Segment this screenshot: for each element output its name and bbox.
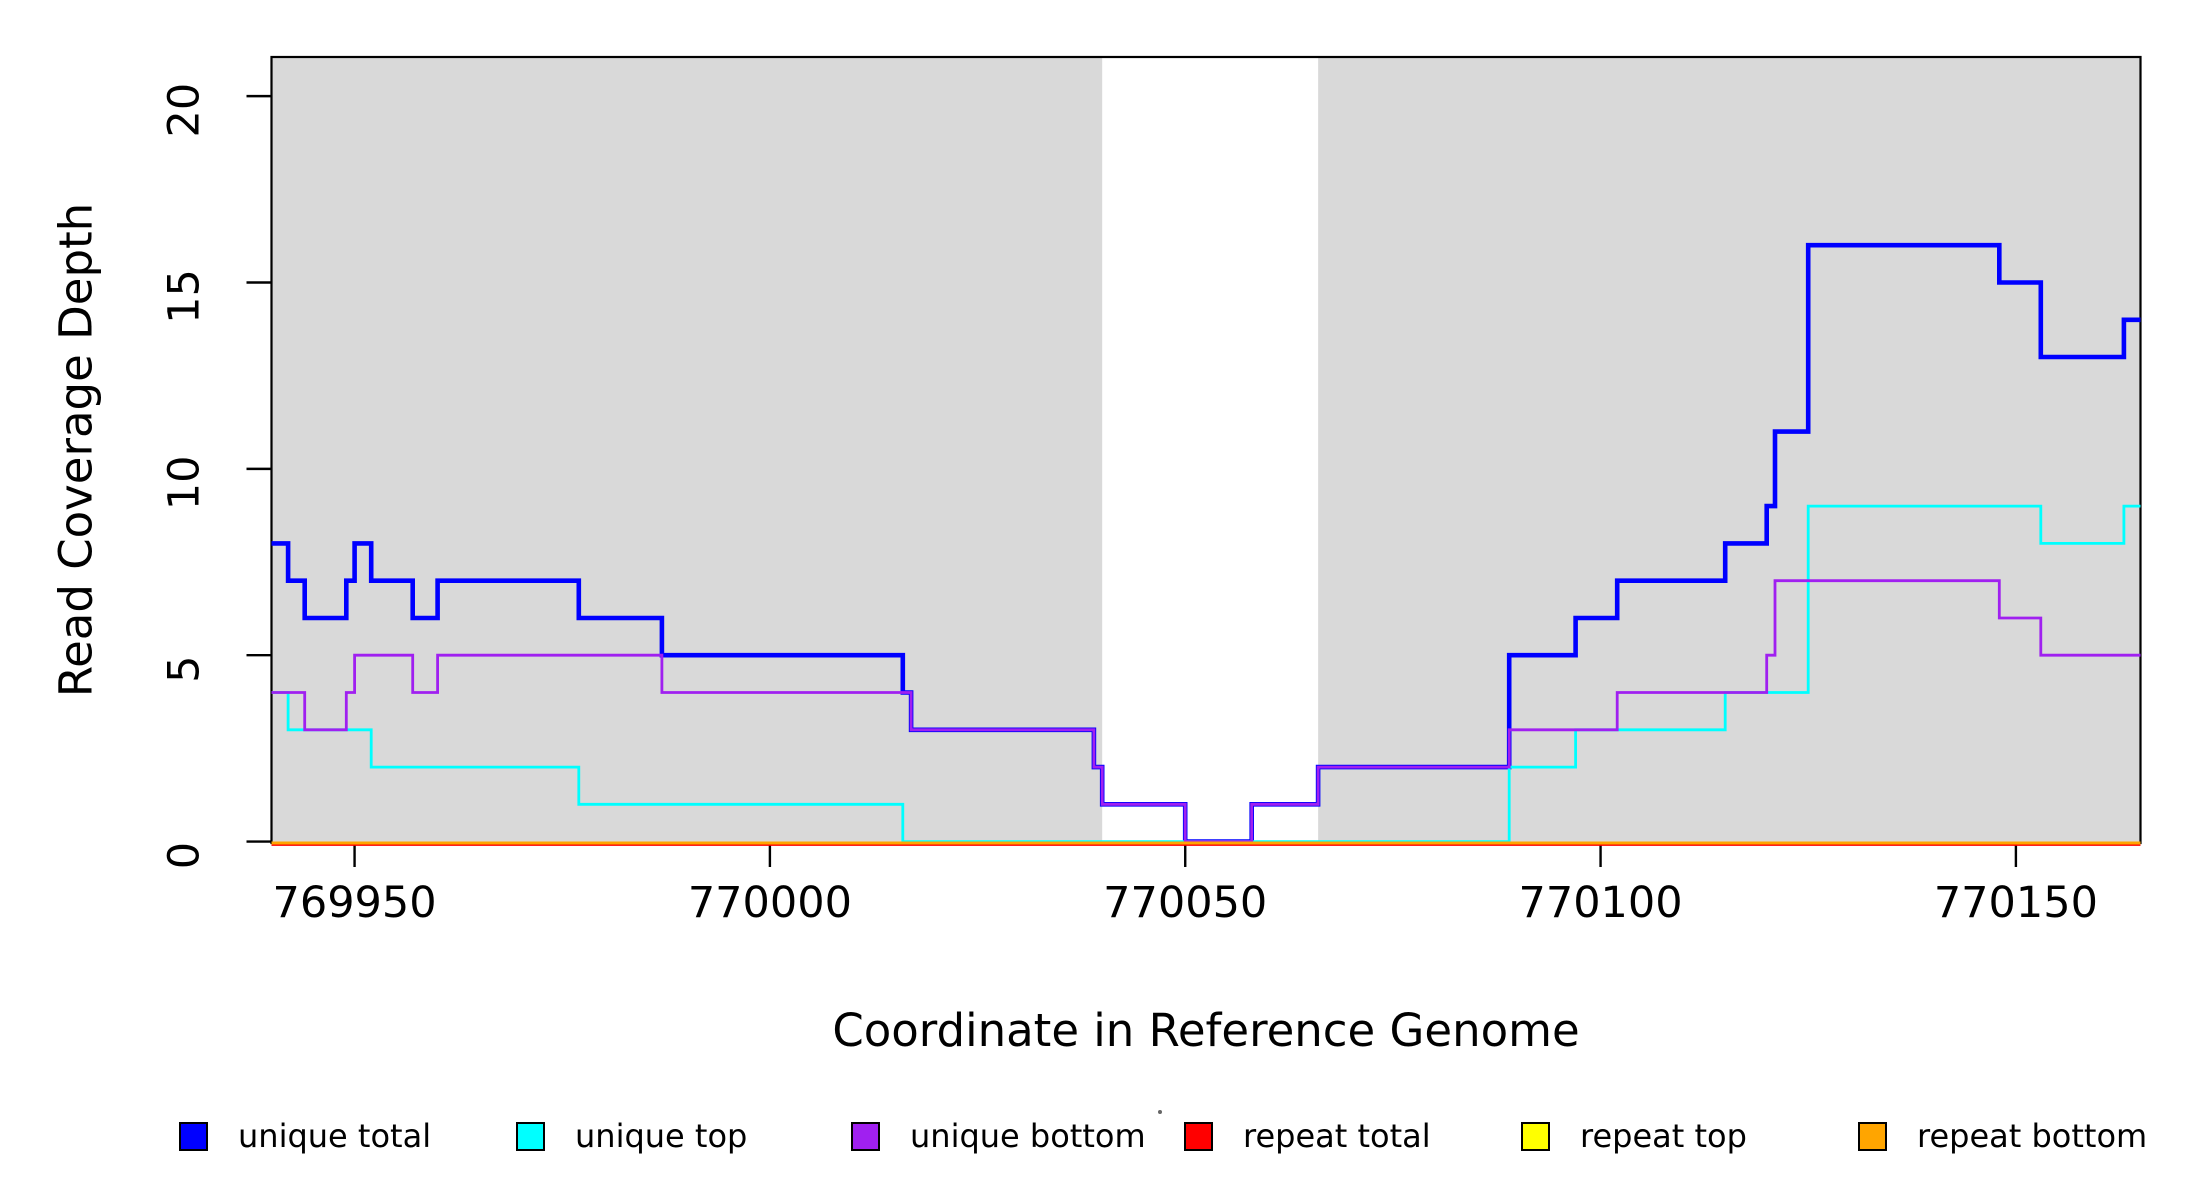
legend-swatch-repeat-top — [1521, 1121, 1550, 1151]
legend: unique total unique top unique bottom re… — [0, 1117, 2200, 1158]
legend-item-repeat-bottom: repeat bottom — [1858, 1117, 2148, 1155]
y-tick-label: 10 — [160, 456, 210, 511]
shaded-region — [271, 57, 1103, 842]
y-axis-title: Read Coverage Depth — [49, 202, 103, 698]
x-tick-label: 770000 — [688, 878, 852, 928]
x-tick-label: 770150 — [1934, 878, 2098, 928]
legend-item-repeat-top: repeat top — [1521, 1117, 1747, 1155]
shaded-region — [1318, 57, 2141, 842]
y-tick-label: 0 — [160, 842, 210, 869]
legend-item-unique-top: unique top — [516, 1117, 748, 1155]
legend-label-repeat-bottom: repeat bottom — [1917, 1117, 2148, 1155]
legend-label-repeat-total: repeat total — [1243, 1117, 1431, 1155]
y-tick-label: 15 — [160, 269, 210, 324]
legend-swatch-unique-bottom — [851, 1121, 880, 1151]
stray-dot-artifact — [1158, 1110, 1162, 1114]
legend-swatch-repeat-bottom — [1858, 1121, 1887, 1151]
x-tick-label: 769950 — [272, 878, 436, 928]
legend-swatch-repeat-total — [1184, 1121, 1213, 1151]
x-tick-label: 770100 — [1518, 878, 1682, 928]
legend-item-unique-total: unique total — [179, 1117, 432, 1155]
legend-swatch-unique-total — [179, 1121, 208, 1151]
y-tick-label: 20 — [160, 83, 210, 138]
series-unique-top — [271, 504, 2141, 843]
legend-label-unique-bottom: unique bottom — [910, 1117, 1146, 1155]
x-tick-label: 770050 — [1103, 878, 1267, 928]
legend-label-unique-top: unique top — [575, 1117, 748, 1155]
x-axis-title: Coordinate in Reference Genome — [832, 1004, 1580, 1057]
legend-item-repeat-total: repeat total — [1184, 1117, 1431, 1155]
series-unique-bottom — [271, 579, 2141, 843]
legend-label-repeat-top: repeat top — [1580, 1117, 1747, 1155]
legend-item-unique-bottom: unique bottom — [851, 1117, 1146, 1155]
legend-label-unique-total: unique total — [238, 1117, 432, 1155]
y-tick-label: 5 — [160, 656, 210, 683]
legend-swatch-unique-top — [516, 1121, 545, 1151]
